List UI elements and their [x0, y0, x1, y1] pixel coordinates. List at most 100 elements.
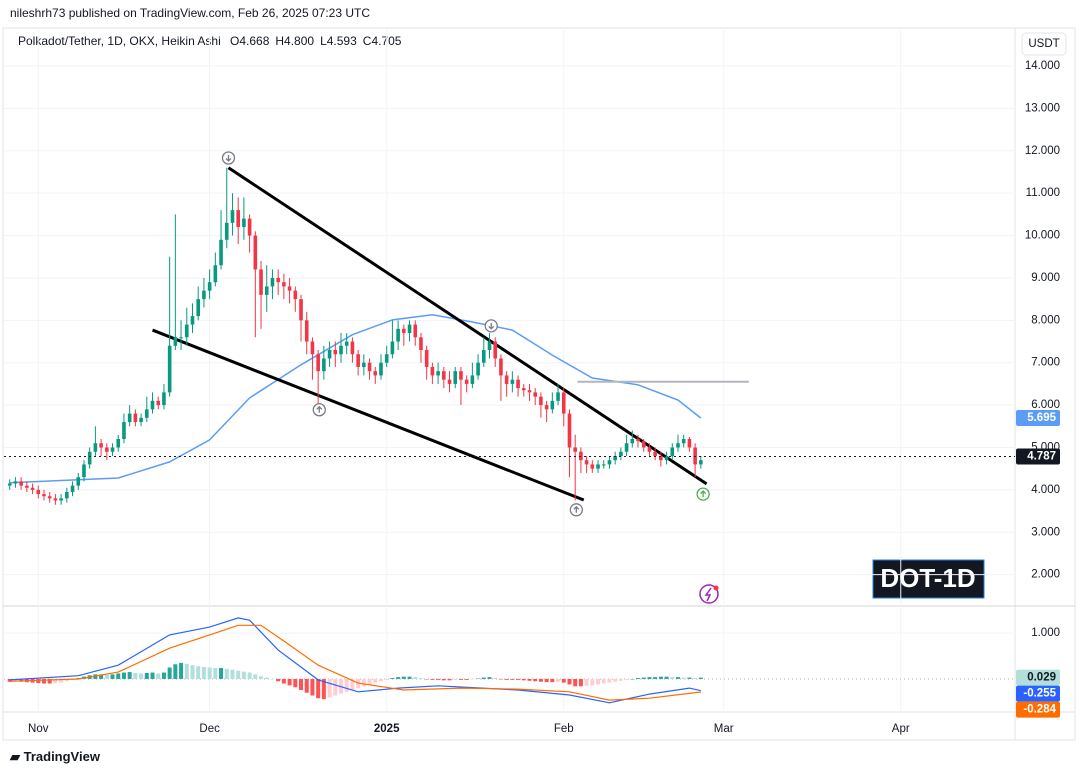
candle-body — [282, 282, 286, 287]
candle-body — [304, 320, 309, 342]
histogram-bar — [184, 663, 189, 679]
histogram-bar — [247, 672, 252, 679]
candle-body — [156, 400, 161, 406]
candle-body — [247, 218, 252, 236]
histogram-bar — [698, 677, 703, 679]
ohlc-value: O4.668 — [230, 34, 270, 48]
candle-body — [53, 498, 58, 501]
histogram-bar — [264, 677, 269, 679]
y-tick-label: 14.000 — [1025, 60, 1060, 72]
footer: TradingView — [24, 749, 101, 764]
logo-text: ▰ TradingView — [9, 749, 101, 764]
histogram-bar — [384, 678, 389, 680]
histogram-bar — [436, 678, 441, 680]
histogram-bar — [270, 678, 275, 680]
candle-body — [76, 477, 81, 486]
ma-value-label-box — [1016, 410, 1060, 427]
macd-tick-label: 1.000 — [1031, 627, 1060, 639]
histogram-bar — [156, 673, 161, 679]
candle-body — [36, 489, 41, 495]
candle-body — [105, 447, 109, 452]
histogram-bar — [453, 678, 458, 680]
candle-body — [190, 316, 195, 325]
histogram-bar — [173, 664, 178, 679]
candle-body — [150, 400, 155, 410]
histogram-bar — [201, 667, 206, 679]
macd-value-label-box — [1016, 685, 1060, 702]
candle-body — [396, 328, 400, 342]
histogram-bar — [413, 677, 418, 679]
histogram-bar — [516, 678, 521, 680]
candle-body — [527, 390, 532, 393]
candle-body — [459, 371, 463, 380]
marker-arrow — [488, 322, 495, 330]
candle-body — [327, 350, 332, 359]
x-tick-label: Apr — [892, 723, 910, 735]
histogram-bar — [179, 662, 184, 679]
candle-body — [270, 277, 275, 287]
histogram-bar — [527, 678, 532, 681]
candle-body — [659, 455, 663, 461]
candle-body — [116, 439, 121, 448]
y-tick-label: 9.000 — [1031, 272, 1060, 284]
candle-body — [127, 413, 132, 423]
candle-body — [384, 354, 389, 363]
candle-body — [676, 443, 680, 448]
candle-body — [230, 210, 235, 223]
histogram-bar — [150, 672, 155, 679]
candle-body — [476, 362, 480, 376]
ohlc-value: H4.800 — [275, 34, 314, 48]
histogram-bar — [418, 678, 423, 679]
candle-body — [453, 371, 458, 384]
candle-body — [13, 481, 18, 484]
histogram-value-label: 0.029 — [1027, 672, 1056, 684]
histogram-bar — [676, 677, 680, 679]
candle-body — [299, 299, 303, 321]
candle-body — [219, 239, 223, 266]
candle-body — [316, 354, 320, 372]
histogram-bar — [573, 678, 578, 687]
candle-body — [82, 464, 86, 478]
candle-body — [424, 350, 429, 367]
histogram-bar — [584, 678, 589, 686]
event-bolt — [704, 587, 712, 602]
candle-body — [613, 455, 617, 461]
candle-body — [436, 371, 440, 376]
candle-body — [59, 498, 63, 501]
trend-line — [227, 166, 708, 486]
candle-body — [162, 392, 166, 406]
histogram-bar — [116, 673, 121, 679]
signal-value-label-box — [1016, 701, 1060, 718]
histogram-bar — [653, 677, 658, 679]
event-icon[interactable] — [699, 584, 719, 604]
candle-body — [607, 460, 612, 465]
histogram-value-label-box — [1016, 669, 1060, 686]
candle-body — [259, 269, 263, 295]
candle-body — [287, 286, 292, 291]
candle-body — [550, 400, 555, 410]
candle-body — [481, 350, 486, 363]
histogram-bar — [498, 678, 503, 680]
y-tick-label: 12.000 — [1025, 145, 1060, 157]
x-tick-label: Dec — [199, 723, 220, 735]
histogram-bar — [681, 677, 686, 679]
histogram-bar — [287, 678, 292, 686]
histogram-bar — [327, 678, 332, 698]
histogram-bar — [401, 676, 406, 679]
histogram-bar — [99, 674, 104, 679]
histogram-bar — [641, 677, 646, 679]
candle-body — [464, 379, 469, 384]
histogram-bar — [601, 678, 606, 684]
x-tick-label: Nov — [28, 723, 49, 735]
histogram-bar — [430, 678, 435, 680]
histogram-bar — [458, 678, 463, 680]
event-dot — [713, 585, 719, 591]
candle-body — [516, 379, 520, 389]
y-tick-label: 13.000 — [1025, 102, 1060, 114]
unit-box[interactable] — [1021, 32, 1067, 56]
candle-body — [636, 439, 640, 442]
histogram-bar — [687, 677, 692, 679]
unit-label[interactable]: USDT — [1028, 38, 1059, 50]
